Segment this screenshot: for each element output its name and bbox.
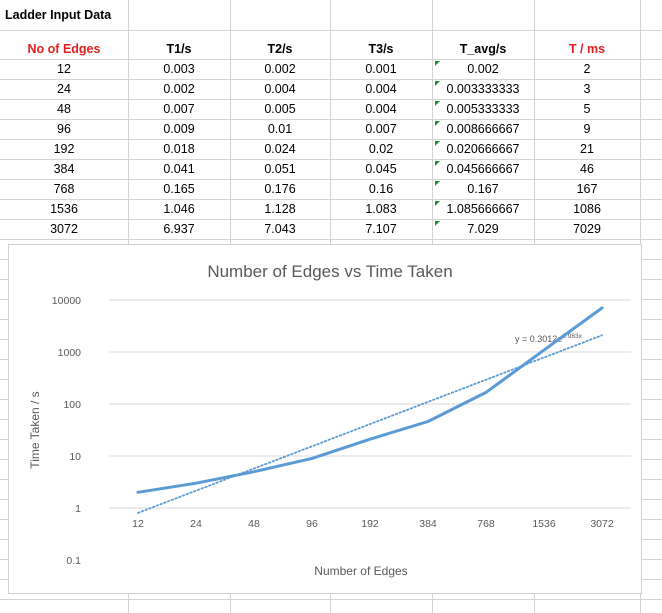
y-axis-label: Time Taken / s — [28, 391, 42, 468]
data-cell[interactable]: 12 — [57, 62, 71, 76]
data-cell[interactable]: 0.003 — [163, 62, 195, 76]
data-cell[interactable]: 6.937 — [163, 222, 195, 236]
data-cell[interactable]: 2 — [583, 62, 591, 76]
header-cell[interactable]: No of Edges — [27, 42, 101, 56]
y-tick-label: 100 — [63, 399, 81, 411]
data-cell[interactable]: 0.008666667 — [446, 122, 520, 136]
series-line — [136, 306, 604, 494]
x-tick-label: 1536 — [532, 518, 556, 530]
data-cell[interactable]: 384 — [53, 162, 75, 176]
y-tick-label: 10000 — [52, 295, 81, 307]
data-cell[interactable]: 7.029 — [467, 222, 499, 236]
data-cell[interactable]: 96 — [57, 122, 71, 136]
data-cell[interactable]: 0.005 — [264, 102, 296, 116]
error-indicator-icon — [435, 201, 440, 206]
error-indicator-icon — [435, 181, 440, 186]
chart-svg: Number of Edges vs Time Taken 0.1 1 10 100 10… — [28, 262, 631, 578]
data-cell[interactable]: 0.020666667 — [446, 142, 520, 156]
data-cell[interactable]: 3 — [583, 82, 591, 96]
x-tick-label: 3072 — [590, 518, 614, 530]
y-tick-label: 10 — [69, 451, 81, 463]
data-cell[interactable]: 0.176 — [264, 182, 296, 196]
data-cell[interactable]: 1.085666667 — [446, 202, 520, 216]
header-cell[interactable]: T3/s — [368, 42, 394, 56]
data-cell[interactable]: 0.001 — [365, 62, 397, 76]
y-tick-label: 1 — [75, 503, 81, 515]
header-cell[interactable]: T / ms — [568, 42, 606, 56]
header-cell[interactable]: T2/s — [267, 42, 293, 56]
y-tick-label: 1000 — [58, 347, 82, 359]
data-cell[interactable]: 0.002 — [264, 62, 296, 76]
data-cell[interactable]: 0.004 — [264, 82, 296, 96]
x-tick-label: 48 — [248, 518, 260, 530]
data-cell[interactable]: 0.02 — [368, 142, 394, 156]
x-tick-label: 192 — [361, 518, 379, 530]
error-indicator-icon — [435, 81, 440, 86]
header-cell[interactable]: T1/s — [166, 42, 192, 56]
data-cell[interactable]: 167 — [576, 182, 598, 196]
chart[interactable]: Number of Edges vs Time Taken 0.1 1 10 100 10… — [8, 244, 642, 594]
x-tick-label: 96 — [306, 518, 318, 530]
data-cell[interactable]: 0.045 — [365, 162, 397, 176]
data-cell[interactable]: 1.128 — [264, 202, 296, 216]
data-cell[interactable]: 0.009 — [163, 122, 195, 136]
x-tick-label: 768 — [477, 518, 495, 530]
data-cell[interactable]: 192 — [53, 142, 75, 156]
x-tick-label: 12 — [132, 518, 144, 530]
data-cell[interactable]: 0.041 — [163, 162, 195, 176]
trendline — [137, 334, 603, 514]
data-cell[interactable]: 0.007 — [365, 122, 397, 136]
data-cell[interactable]: 5 — [583, 102, 591, 116]
x-tick-label: 24 — [190, 518, 202, 530]
data-cell[interactable]: 0.004 — [365, 82, 397, 96]
data-cell[interactable]: 0.002 — [163, 82, 195, 96]
data-cell[interactable]: 0.002 — [467, 62, 499, 76]
chart-title: Number of Edges vs Time Taken — [207, 262, 452, 281]
data-cell[interactable]: 46 — [580, 162, 594, 176]
data-cell[interactable]: 768 — [53, 182, 75, 196]
data-cell[interactable]: 7029 — [573, 222, 601, 236]
x-axis-label: Number of Edges — [314, 564, 407, 578]
data-cell[interactable]: 7.107 — [365, 222, 397, 236]
data-cell[interactable]: 0.165 — [163, 182, 195, 196]
trendline-equation: y = 0.3012e0.983x — [515, 333, 583, 344]
error-indicator-icon — [435, 61, 440, 66]
data-cell[interactable]: 0.051 — [264, 162, 296, 176]
data-cell[interactable]: 24 — [57, 82, 71, 96]
data-cell[interactable]: 0.045666667 — [446, 162, 520, 176]
data-cell[interactable]: 7.043 — [264, 222, 296, 236]
data-cell[interactable]: 0.007 — [163, 102, 195, 116]
data-cell[interactable]: 9 — [583, 122, 591, 136]
data-cell[interactable]: 21 — [580, 142, 594, 156]
data-cell[interactable]: 0.01 — [267, 122, 293, 136]
data-cell[interactable]: 0.16 — [368, 182, 394, 196]
data-cell[interactable]: 1.046 — [163, 202, 195, 216]
error-indicator-icon — [435, 221, 440, 226]
data-cell[interactable]: 0.018 — [163, 142, 195, 156]
data-cell[interactable]: 0.024 — [264, 142, 296, 156]
trendline-equation-base: y = 0.3012e — [515, 334, 562, 344]
data-cell[interactable]: 0.167 — [467, 182, 499, 196]
error-indicator-icon — [435, 101, 440, 106]
error-indicator-icon — [435, 141, 440, 146]
data-cell[interactable]: 1.083 — [365, 202, 397, 216]
x-tick-label: 384 — [419, 518, 437, 530]
data-cell[interactable]: 0.003333333 — [446, 82, 520, 96]
error-indicator-icon — [435, 161, 440, 166]
data-cell[interactable]: 0.004 — [365, 102, 397, 116]
data-cell[interactable]: 1086 — [573, 202, 601, 216]
data-cell[interactable]: 3072 — [50, 222, 78, 236]
sheet-title[interactable]: Ladder Input Data — [5, 8, 112, 22]
data-cell[interactable]: 0.005333333 — [446, 102, 520, 116]
trendline-equation-exponent: 0.983x — [562, 333, 582, 340]
error-indicator-icon — [435, 121, 440, 126]
data-cell[interactable]: 48 — [57, 102, 71, 116]
header-cell[interactable]: T_avg/s — [459, 42, 507, 56]
data-cell[interactable]: 1536 — [50, 202, 78, 216]
y-tick-label: 0.1 — [66, 555, 81, 567]
